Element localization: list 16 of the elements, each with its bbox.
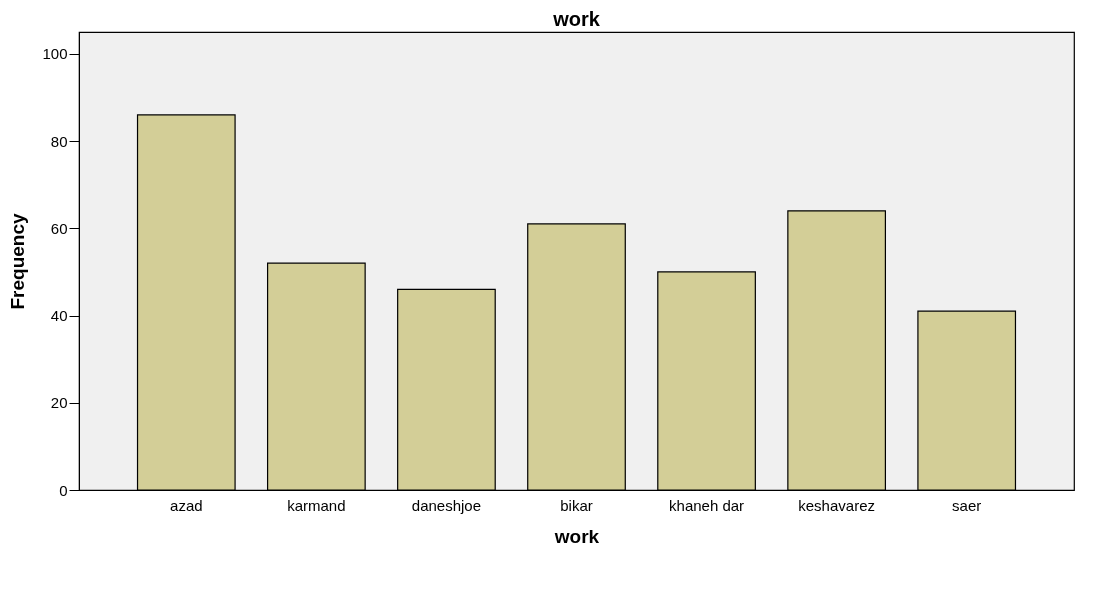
y-tick-label: 60 <box>50 219 68 237</box>
chart-title: work <box>552 8 601 30</box>
x-axis-title: work <box>553 525 600 547</box>
x-tick-label: bikar <box>560 496 593 514</box>
x-tick-label: keshavarez <box>798 496 875 514</box>
y-axis-title: Frequency <box>7 213 29 310</box>
y-tick-label: 80 <box>50 132 68 150</box>
x-tick-label: azad <box>170 496 203 514</box>
x-tick-label: saer <box>952 496 982 514</box>
x-tick-label: khaneh dar <box>669 496 745 514</box>
y-tick-label: 0 <box>59 481 68 499</box>
x-tick-label: karmand <box>287 496 346 514</box>
y-tick-label: 40 <box>50 307 68 325</box>
y-tick-label: 100 <box>42 45 68 63</box>
x-tick-label: daneshjoe <box>411 496 482 514</box>
y-tick-label: 20 <box>50 394 68 412</box>
